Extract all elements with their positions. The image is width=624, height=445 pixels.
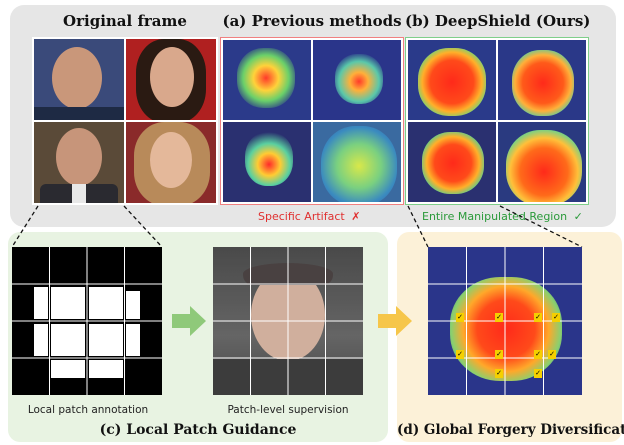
entire-region-note: Entire Manipulated Region ✓: [422, 210, 583, 223]
local-patch-annotation: [12, 247, 162, 395]
check-icon: ✓: [548, 350, 556, 359]
heatmap-image: [223, 40, 311, 120]
arrow-right-icon: [378, 306, 412, 336]
check-icon: ✓: [573, 210, 583, 223]
header-deepshield: (b) DeepShield (Ours): [405, 12, 591, 30]
cross-icon: ✗: [351, 210, 361, 223]
specific-artifact-note: Specific Artifact ✗: [258, 210, 361, 223]
header-previous-methods: (a) Previous methods: [222, 12, 402, 30]
arrow-right-icon: [172, 306, 206, 336]
heatmap-image: [408, 122, 496, 202]
global-forgery-heatmap: ✓ ✓ ✓ ✓ ✓ ✓ ✓ ✓ ✓ ✓: [428, 247, 582, 395]
check-icon: ✓: [534, 350, 542, 359]
face-image: [126, 122, 216, 203]
check-icon: ✓: [552, 313, 560, 322]
heatmap-image: [223, 122, 311, 202]
original-frames-grid: [32, 37, 218, 205]
deepshield-grid: [405, 37, 589, 205]
check-icon: ✓: [495, 369, 503, 378]
patch-level-supervision: [213, 247, 363, 395]
panel-c-title: (c) Local Patch Guidance: [99, 422, 297, 438]
face-image: [126, 39, 216, 120]
previous-methods-grid: [220, 37, 404, 205]
check-icon: ✓: [534, 313, 542, 322]
patch-level-supervision-caption: Patch-level supervision: [227, 404, 349, 416]
check-icon: ✓: [456, 350, 464, 359]
check-icon: ✓: [495, 313, 503, 322]
heatmap-image: [498, 122, 586, 202]
heatmap-image: [498, 40, 586, 120]
heatmap-image: [313, 122, 401, 202]
patch-mask: [12, 247, 162, 395]
heatmap-image: [408, 40, 496, 120]
face-image: [34, 122, 124, 203]
check-icon: ✓: [534, 369, 542, 378]
check-icon: ✓: [456, 313, 464, 322]
check-icon: ✓: [495, 350, 503, 359]
local-patch-annotation-caption: Local patch annotation: [27, 404, 149, 416]
heatmap-image: [313, 40, 401, 120]
face-image: [34, 39, 124, 120]
panel-d-title: (d) Global Forgery Diversification: [397, 422, 624, 438]
header-original-frame: Original frame: [63, 12, 187, 30]
